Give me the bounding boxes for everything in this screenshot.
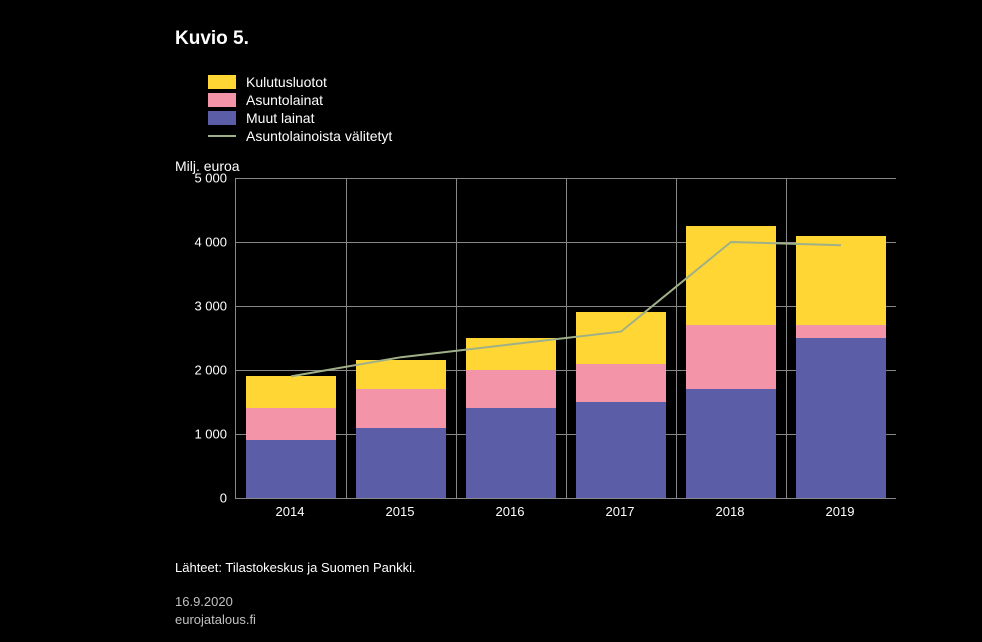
x-tick-label: 2018	[716, 504, 745, 519]
grid-line-v	[456, 178, 457, 498]
grid-line-v	[786, 178, 787, 498]
bar-segment	[686, 325, 776, 389]
bar-segment	[246, 440, 336, 498]
legend: Kulutusluotot Asuntolainat Muut lainat Asun…	[208, 74, 392, 146]
bar	[796, 236, 886, 498]
bar-segment	[686, 226, 776, 325]
legend-label: Asuntolainoista välitetyt	[246, 128, 392, 144]
bar-segment	[576, 312, 666, 363]
chart-title: Kuvio 5.	[175, 28, 249, 50]
bar-segment	[576, 402, 666, 498]
x-tick-label: 2019	[826, 504, 855, 519]
bar-segment	[796, 338, 886, 498]
legend-label: Kulutusluotot	[246, 74, 327, 90]
bar-segment	[356, 360, 446, 389]
bar	[356, 360, 446, 498]
grid-line-v	[566, 178, 567, 498]
bar-segment	[466, 338, 556, 370]
legend-item: Asuntolainoista välitetyt	[208, 128, 392, 144]
bar	[246, 376, 336, 498]
plot-area	[235, 178, 896, 499]
y-tick-label: 1 000	[177, 427, 227, 442]
bar-segment	[246, 408, 336, 440]
x-tick-label: 2014	[276, 504, 305, 519]
legend-swatch	[208, 75, 236, 89]
legend-item: Muut lainat	[208, 110, 392, 126]
bar	[576, 312, 666, 498]
legend-item: Asuntolainat	[208, 92, 392, 108]
date-text: 16.9.2020	[175, 594, 233, 609]
bar	[686, 226, 776, 498]
legend-label: Asuntolainat	[246, 92, 323, 108]
bar-segment	[356, 389, 446, 427]
chart-area: 01 0002 0003 0004 0005 00020142015201620…	[175, 178, 895, 528]
bar-segment	[686, 389, 776, 498]
bar-segment	[796, 325, 886, 338]
y-tick-label: 0	[177, 491, 227, 506]
bar	[466, 338, 556, 498]
legend-item: Kulutusluotot	[208, 74, 392, 90]
legend-swatch	[208, 93, 236, 107]
grid-line-v	[676, 178, 677, 498]
legend-line-swatch	[208, 135, 236, 137]
x-tick-label: 2016	[496, 504, 525, 519]
chart-figure: Kuvio 5. Kulutusluotot Asuntolainat Muut l…	[0, 0, 982, 642]
attribution-text: eurojatalous.fi	[175, 612, 256, 627]
grid-line-v	[346, 178, 347, 498]
legend-swatch	[208, 111, 236, 125]
y-tick-label: 3 000	[177, 299, 227, 314]
y-tick-label: 2 000	[177, 363, 227, 378]
bar-segment	[246, 376, 336, 408]
y-tick-label: 5 000	[177, 171, 227, 186]
legend-label: Muut lainat	[246, 110, 314, 126]
bar-segment	[466, 408, 556, 498]
sources-text: Lähteet: Tilastokeskus ja Suomen Pankki.	[175, 560, 416, 575]
bar-segment	[576, 364, 666, 402]
bar-segment	[356, 428, 446, 498]
bar-segment	[466, 370, 556, 408]
x-tick-label: 2015	[386, 504, 415, 519]
y-tick-label: 4 000	[177, 235, 227, 250]
x-tick-label: 2017	[606, 504, 635, 519]
bar-segment	[796, 236, 886, 326]
